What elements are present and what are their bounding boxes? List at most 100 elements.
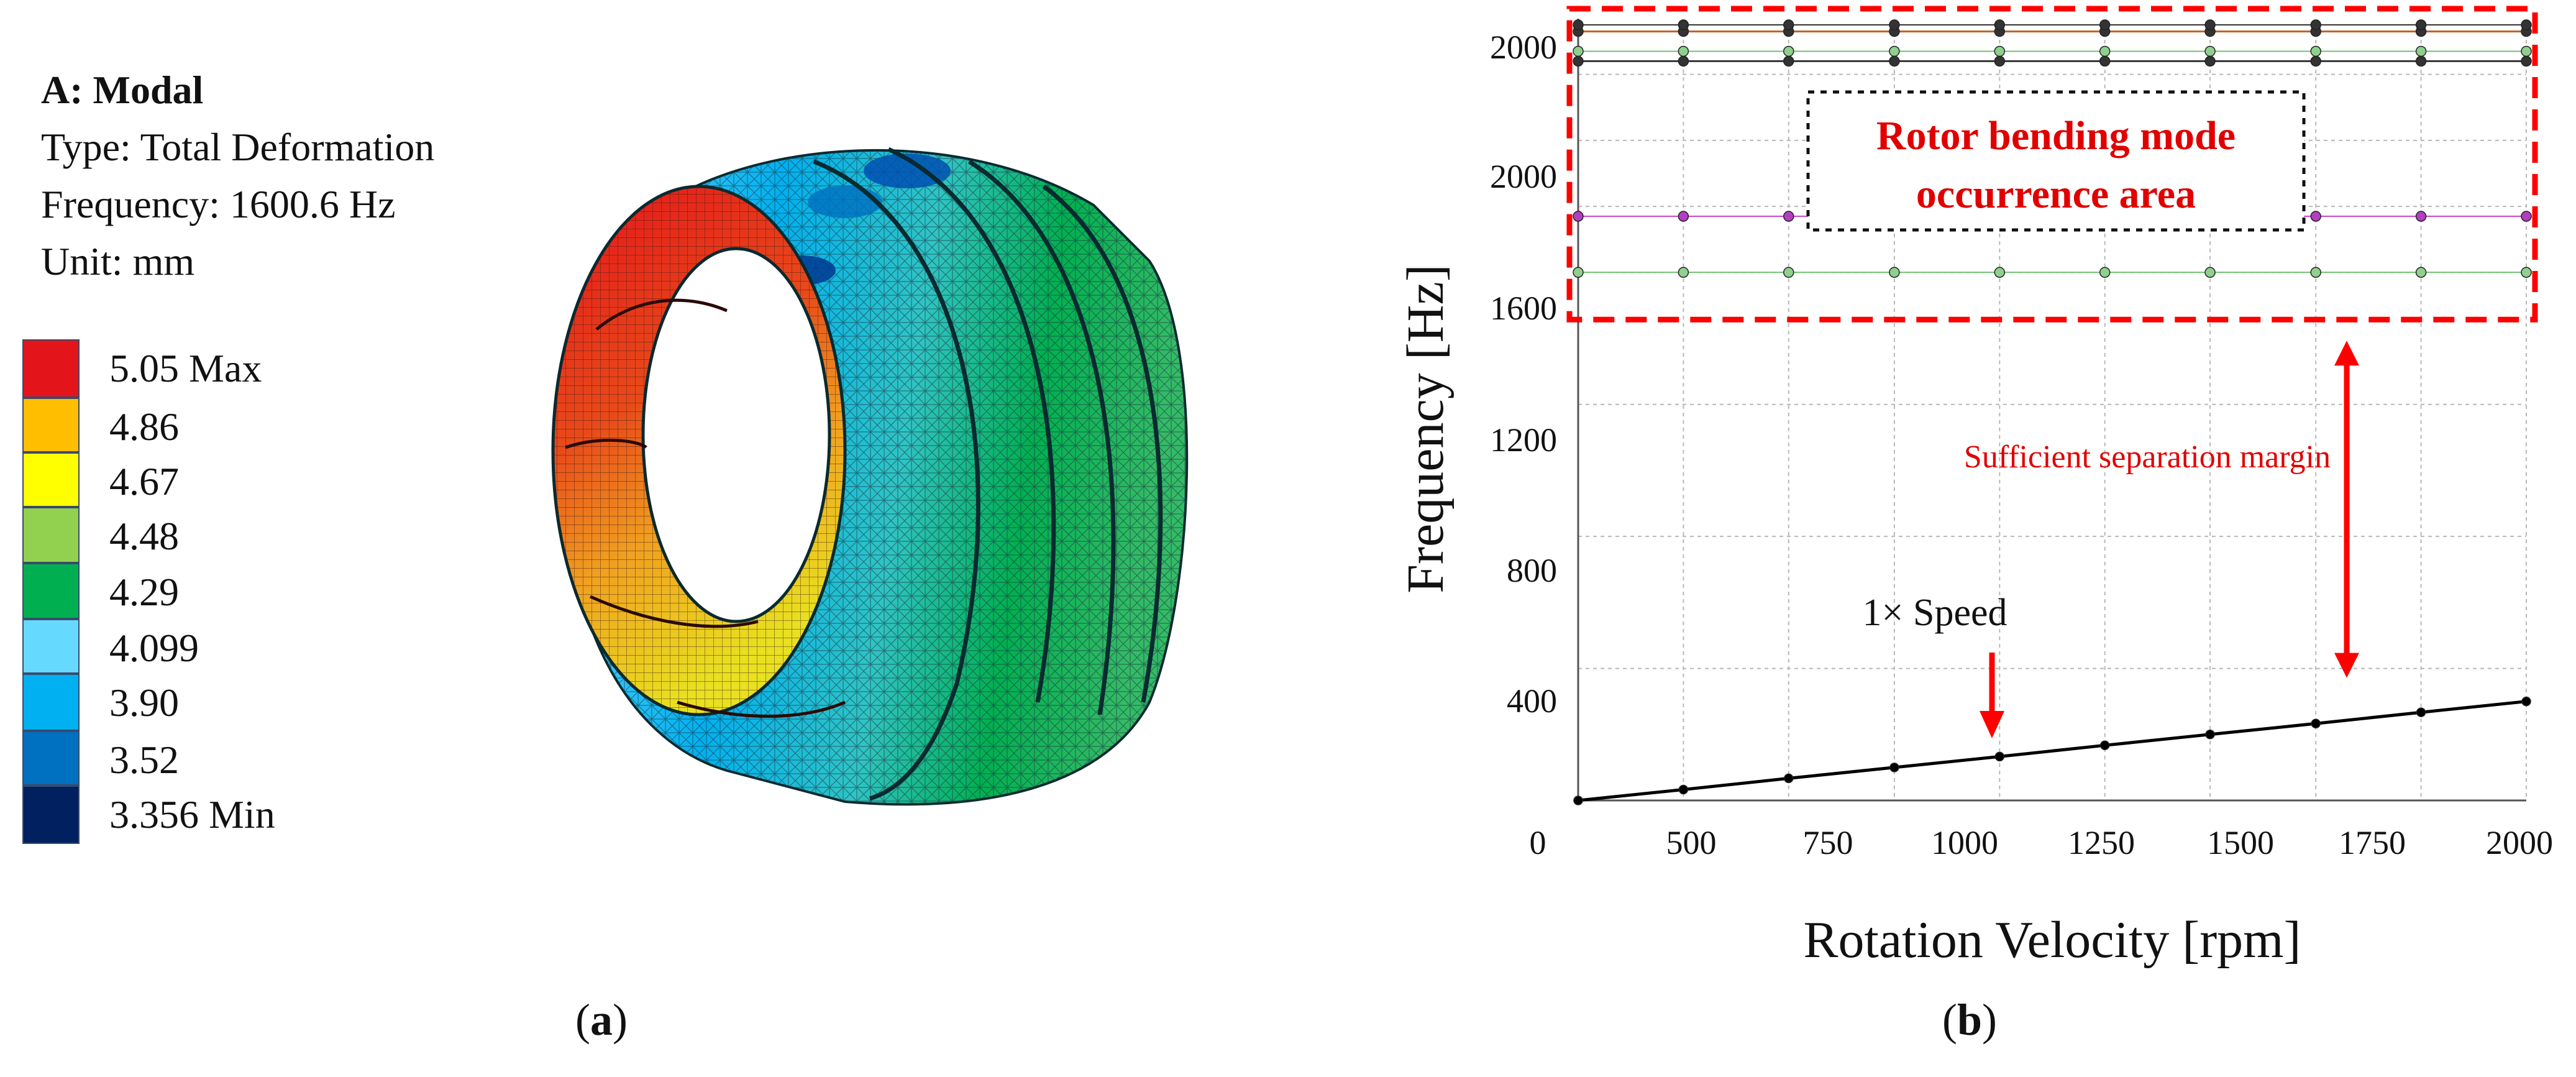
data-point bbox=[1783, 55, 1794, 67]
data-point bbox=[1994, 45, 2006, 57]
legend-swatch bbox=[22, 563, 80, 619]
speed-arrow-head bbox=[1980, 711, 2004, 738]
y-tick-label: 1200 bbox=[1490, 421, 1557, 459]
x-tick-label: 1500 bbox=[2207, 824, 2274, 861]
legend-swatch bbox=[22, 786, 80, 844]
data-point bbox=[2521, 211, 2532, 222]
y-tick-label: 2000 bbox=[1490, 29, 1557, 66]
y-tick-label: 800 bbox=[1507, 552, 1557, 589]
data-point bbox=[2205, 730, 2215, 740]
legend-swatch bbox=[22, 731, 80, 786]
data-point bbox=[1678, 45, 1689, 57]
data-point bbox=[1678, 211, 1689, 222]
legend-label: 3.356 Min bbox=[109, 792, 275, 836]
separation-margin-label: Sufficient separation margin bbox=[1964, 439, 2331, 475]
x-axis-title: Rotation Velocity [rpm] bbox=[1804, 911, 2301, 969]
campbell-chart: 0 500 750 1000 1250 1500 1750 2000 400 800 1200 160… bbox=[1397, 6, 2553, 969]
frequency-line: Frequency: 1600.6 Hz bbox=[41, 182, 396, 226]
legend-label: 4.099 bbox=[109, 626, 199, 670]
data-point bbox=[1889, 267, 1900, 278]
data-series bbox=[1573, 19, 2532, 805]
modal-title: A: Modal bbox=[41, 68, 204, 112]
data-point bbox=[1573, 267, 1584, 278]
data-point bbox=[1573, 55, 1584, 67]
legend-swatch bbox=[22, 452, 80, 507]
data-point bbox=[2204, 19, 2216, 30]
data-point bbox=[1994, 267, 2006, 278]
bending-mode-region bbox=[1566, 6, 2538, 323]
data-point bbox=[2521, 55, 2532, 67]
region-title-line2: occurrence area bbox=[1916, 172, 2196, 217]
data-point bbox=[2416, 707, 2426, 717]
legend-label: 5.05 Max bbox=[109, 346, 262, 390]
legend-label: 3.52 bbox=[109, 738, 179, 782]
data-point bbox=[2204, 55, 2216, 67]
inner-opening bbox=[641, 247, 831, 623]
speed-arrow bbox=[1980, 653, 2004, 738]
x-tick-label: 500 bbox=[1666, 824, 1717, 861]
data-point bbox=[2415, 267, 2427, 278]
data-point bbox=[2521, 19, 2532, 30]
data-point bbox=[2099, 740, 2110, 751]
data-point bbox=[2204, 267, 2216, 278]
cylinder-deformation-model bbox=[551, 147, 1189, 806]
data-point bbox=[2415, 211, 2427, 222]
legend-label: 4.67 bbox=[109, 459, 179, 503]
data-point bbox=[2415, 19, 2427, 30]
legend-swatch bbox=[22, 339, 80, 398]
data-point bbox=[1994, 55, 2006, 67]
data-point bbox=[2310, 267, 2321, 278]
legend-label: 4.48 bbox=[109, 514, 179, 558]
legend-swatch bbox=[22, 674, 80, 731]
data-point bbox=[2415, 55, 2427, 67]
data-point bbox=[1889, 763, 1899, 772]
data-point bbox=[1678, 267, 1689, 278]
region-label-box bbox=[1806, 90, 2306, 232]
data-point bbox=[2099, 267, 2111, 278]
data-point bbox=[1573, 795, 1583, 805]
x-tick-label: 2000 bbox=[2486, 824, 2553, 861]
y-tick-label: 400 bbox=[1507, 682, 1557, 720]
legend-swatch bbox=[22, 619, 80, 674]
data-point bbox=[1889, 19, 1900, 30]
data-point bbox=[1573, 45, 1584, 57]
legend-label: 4.29 bbox=[109, 570, 179, 614]
panel-a: A: Modal Type: Total Deformation Frequen… bbox=[22, 68, 1189, 1045]
y-axis-title: Frequency [Hz] bbox=[1397, 264, 1455, 593]
x-tick-label: 750 bbox=[1803, 824, 1853, 861]
data-point bbox=[1573, 211, 1584, 222]
margin-arrow-head-up bbox=[2334, 341, 2359, 366]
data-point bbox=[2204, 45, 2216, 57]
margin-arrow-head-down bbox=[2334, 653, 2359, 678]
legend-label: 4.86 bbox=[109, 405, 179, 449]
data-point bbox=[1994, 19, 2006, 30]
data-point bbox=[1784, 773, 1794, 784]
data-point bbox=[1994, 751, 2005, 762]
x-tick-label: 0 bbox=[1530, 824, 1546, 861]
data-point bbox=[1783, 211, 1794, 222]
data-point bbox=[1678, 19, 1689, 30]
data-point bbox=[2099, 19, 2111, 30]
data-point bbox=[2415, 45, 2427, 57]
data-point bbox=[2310, 211, 2321, 222]
data-point bbox=[1783, 267, 1794, 278]
axes bbox=[1577, 19, 2526, 802]
data-point bbox=[1783, 19, 1794, 30]
data-point bbox=[1889, 55, 1900, 67]
legend-swatch bbox=[22, 507, 80, 563]
tick-labels: 0 500 750 1000 1250 1500 1750 2000 400 800 1200 160… bbox=[1490, 29, 2553, 861]
data-point bbox=[2099, 55, 2111, 67]
x-tick-label: 1000 bbox=[1931, 824, 1998, 861]
data-point bbox=[1783, 45, 1794, 57]
series-line bbox=[1578, 700, 2527, 802]
data-point bbox=[1573, 19, 1584, 30]
data-point bbox=[2521, 696, 2531, 707]
data-point bbox=[2310, 19, 2321, 30]
data-point bbox=[2099, 45, 2111, 57]
data-point bbox=[2310, 45, 2321, 57]
y-tick-label: 2000 bbox=[1490, 158, 1557, 195]
x-tick-label: 1750 bbox=[2339, 824, 2406, 861]
y-tick-label: 1600 bbox=[1490, 290, 1557, 327]
unit-line: Unit: mm bbox=[41, 239, 195, 283]
min-deformation-patch bbox=[864, 154, 951, 188]
